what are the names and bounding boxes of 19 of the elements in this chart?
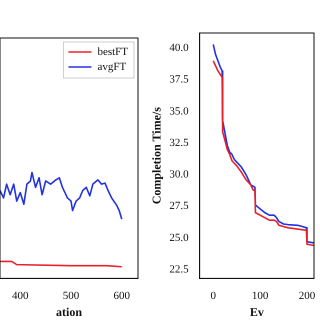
y-tick-label: 27.5: [169, 200, 190, 212]
x-tick-label: 500: [62, 290, 80, 302]
y-tick-label: 22.5: [169, 263, 190, 276]
legend-label: avgFT: [97, 60, 126, 73]
x-axis-title: Ev: [250, 304, 264, 319]
x-axis-title: ation: [56, 304, 82, 319]
y-axis-title: Completion Time/s: [149, 106, 164, 204]
y-tick-label: 35.0: [169, 105, 190, 118]
y-tick-label: 30.0: [169, 168, 190, 181]
legend-label: bestFT: [97, 46, 128, 58]
x-tick-label: 600: [114, 290, 131, 302]
y-tick-label: 37.5: [169, 74, 190, 86]
x-tick-label: 200: [298, 290, 316, 302]
y-tick-label: 40.0: [169, 42, 190, 54]
y-tick-label: 25.0: [169, 232, 190, 244]
y-tick-label: 32.5: [169, 136, 190, 149]
x-tick-label: 100: [252, 290, 269, 302]
x-tick-label: 0: [210, 290, 216, 302]
x-tick-label: 400: [12, 290, 30, 302]
